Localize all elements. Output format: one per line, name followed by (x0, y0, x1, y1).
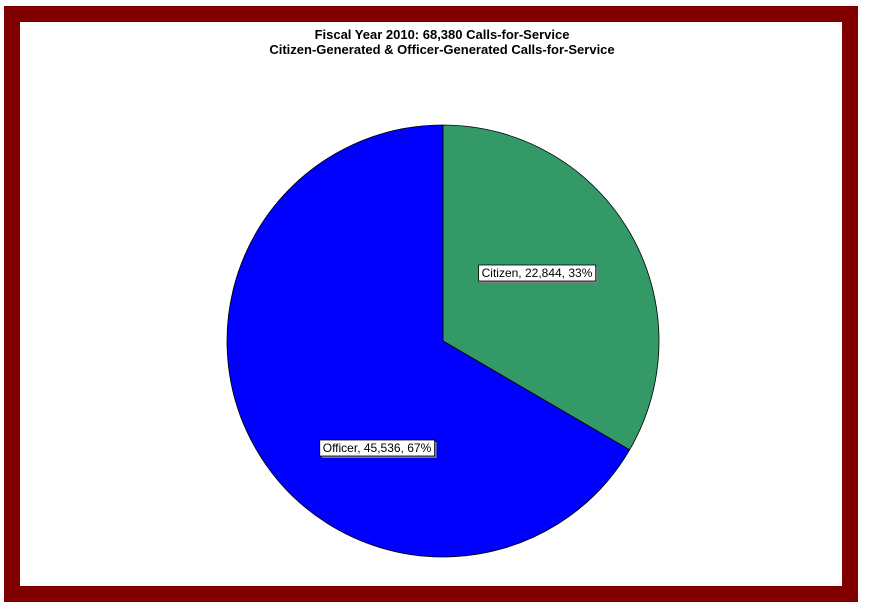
chart-title: Fiscal Year 2010: 68,380 Calls-for-Servi… (315, 27, 570, 42)
data-label-citizen: Citizen, 22,844, 33% (478, 264, 598, 283)
pie-chart: Fiscal Year 2010: 68,380 Calls-for-Servi… (226, 27, 660, 558)
data-label-text-citizen: Citizen, 22,844, 33% (482, 266, 593, 280)
chart-frame: Fiscal Year 2010: 68,380 Calls-for-Servi… (4, 6, 858, 602)
chart-subtitle: Citizen-Generated & Officer-Generated Ca… (269, 42, 614, 57)
data-label-text-officer: Officer, 45,536, 67% (323, 441, 432, 455)
pie-slice-citizen (442, 124, 660, 451)
data-label-officer: Officer, 45,536, 67% (319, 439, 437, 458)
